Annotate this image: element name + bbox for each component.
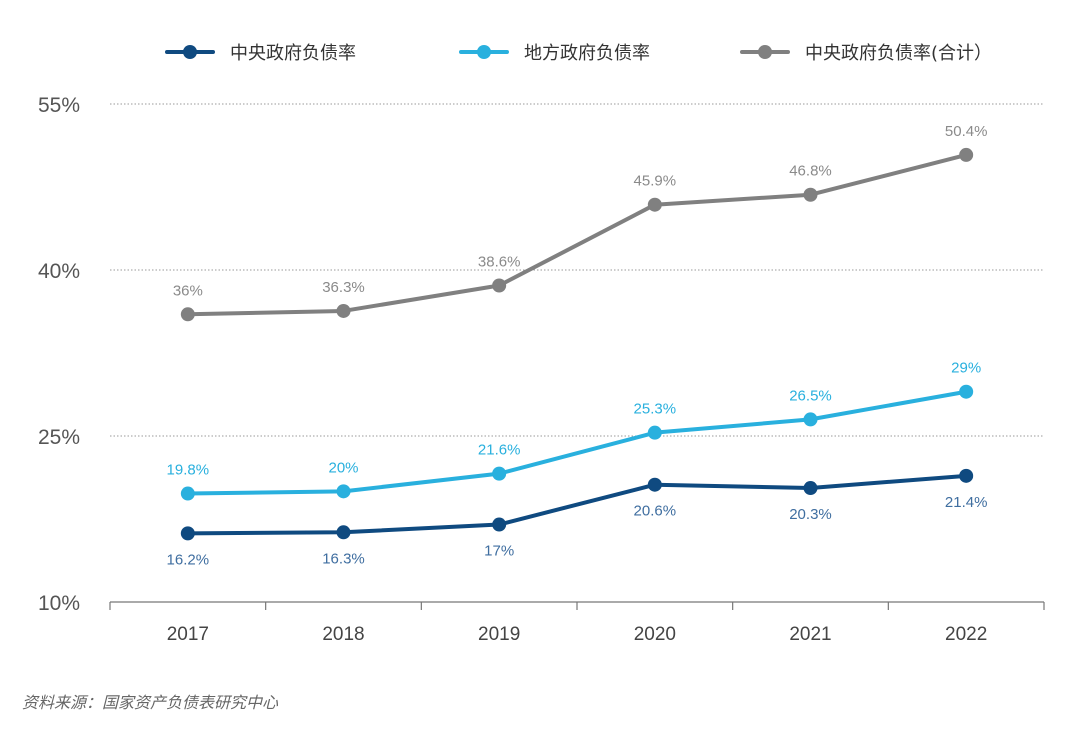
legend-item-2: 地方政府负债率 [459, 43, 650, 64]
data-label: 38.6% [478, 253, 521, 270]
data-point [336, 525, 351, 540]
x-tick-label: 2021 [789, 624, 831, 645]
data-point [647, 197, 662, 212]
data-point [803, 481, 818, 496]
legend-marker [183, 45, 197, 59]
legend-marker [477, 45, 491, 59]
series-group: 36% 36.3% 38.6% 45.9% 46.8% 50.4% 19.8% 20% 21.6… [167, 123, 988, 568]
data-label: 20.3% [789, 506, 832, 523]
data-label: 21.4% [945, 494, 988, 511]
data-label: 25.3% [634, 401, 677, 418]
legend-label: 中央政府负债率(合计） [805, 43, 992, 64]
data-point [180, 307, 195, 322]
y-tick-label: 40% [38, 260, 80, 283]
data-label: 46.8% [789, 163, 832, 180]
data-label: 26.5% [789, 387, 832, 404]
gridlines [110, 103, 1044, 437]
y-tick-label: 25% [38, 426, 80, 449]
series-line [185, 389, 969, 496]
x-tick-label: 2022 [945, 624, 987, 645]
data-point [647, 425, 662, 440]
legend-item-3: 中央政府负债率(合计） [740, 43, 992, 64]
series-2: 19.8% 20% 21.6% 25.3% 26.5% 29% [167, 360, 981, 501]
y-tick-label: 10% [38, 592, 80, 615]
series-line [185, 473, 969, 536]
data-label: 17% [484, 543, 514, 560]
data-label: 16.2% [167, 551, 210, 568]
y-axis: 10% 25% 40% 55% [38, 94, 80, 615]
x-tick-label: 2017 [167, 624, 209, 645]
data-point [492, 466, 507, 481]
data-label: 20% [328, 459, 358, 476]
data-label: 50.4% [945, 123, 988, 140]
x-axis: 2017 2018 2019 2020 2021 2022 [109, 601, 1045, 645]
data-label: 16.3% [322, 550, 365, 567]
source-note: 资料来源：国家资产负债表研究中心 [22, 693, 279, 712]
series-1: 16.2% 16.3% 17% 20.6% 20.3% 21.4% [167, 468, 988, 568]
x-tick-label: 2018 [322, 624, 364, 645]
data-point [492, 517, 507, 532]
data-label: 21.6% [478, 442, 521, 459]
data-label: 36.3% [322, 279, 365, 296]
series-line [185, 152, 969, 317]
line-chart: 中央政府负债率 地方政府负债率 中央政府负债率(合计） 10% 25% 40% 55% 2… [38, 43, 1045, 645]
legend-item-1: 中央政府负债率 [165, 43, 356, 64]
x-tick-label: 2019 [478, 624, 520, 645]
legend: 中央政府负债率 地方政府负债率 中央政府负债率(合计） [165, 43, 992, 64]
data-label: 36% [173, 282, 203, 299]
y-tick-label: 55% [38, 94, 80, 117]
legend-label: 地方政府负债率 [524, 43, 650, 64]
data-point [959, 468, 974, 483]
data-point [180, 486, 195, 501]
legend-label: 中央政府负债率 [230, 43, 356, 64]
data-point [647, 477, 662, 492]
x-tick-label: 2020 [634, 624, 676, 645]
data-point [803, 187, 818, 202]
data-label: 29% [951, 360, 981, 377]
data-point [959, 384, 974, 399]
data-point [959, 147, 974, 162]
data-label: 20.6% [634, 503, 677, 520]
data-label: 45.9% [634, 173, 677, 190]
data-point [180, 526, 195, 541]
data-point [803, 412, 818, 427]
data-label: 19.8% [167, 462, 210, 479]
data-point [336, 484, 351, 499]
data-point [336, 303, 351, 318]
data-point [492, 278, 507, 293]
legend-marker [758, 45, 772, 59]
series-3: 36% 36.3% 38.6% 45.9% 46.8% 50.4% [173, 123, 988, 322]
